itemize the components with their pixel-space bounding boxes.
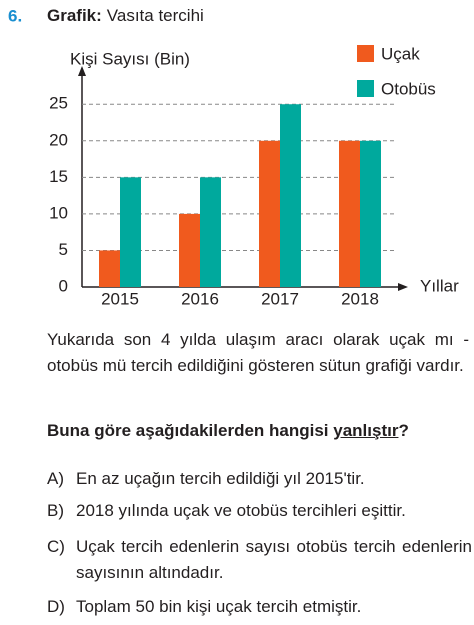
option: A) En az uçağın tercih edildiği yıl 2015'…	[47, 466, 472, 492]
bar	[339, 140, 360, 287]
question-text: Buna göre aşağıdakilerden hangisi	[47, 421, 334, 440]
option-letter: A)	[47, 469, 64, 488]
option: D) Toplam 50 bin kişi uçak tercih etmişti…	[47, 594, 472, 620]
legend-swatch	[357, 45, 374, 62]
title-rest: Vasıta tercihi	[107, 6, 204, 25]
title-bold: Grafik:	[47, 6, 102, 25]
option: C) Uçak tercih edenlerin sayısı otobüs te…	[47, 534, 472, 586]
option-text: 2018 yılında uçak ve otobüs tercihleri e…	[76, 501, 406, 520]
option-text: Toplam 50 bin kişi uçak tercih etmiştir.	[76, 597, 362, 616]
question-end: ?	[398, 421, 409, 440]
legend-label: Otobüs	[381, 79, 436, 98]
y-arrow	[78, 66, 86, 76]
x-tick-label: 2016	[181, 289, 219, 308]
y-tick-label: 10	[49, 203, 68, 222]
x-tick-label: 2018	[341, 289, 379, 308]
x-arrow	[398, 283, 408, 291]
title: Grafik: Vasıta tercihi	[47, 6, 204, 25]
bar	[259, 140, 280, 287]
y-tick-label: 0	[59, 276, 68, 295]
x-tick-label: 2015	[101, 289, 139, 308]
question: Buna göre aşağıdakilerden hangisi yanlış…	[47, 418, 409, 444]
bar	[360, 140, 381, 287]
chart: 6. Grafik: Vasıta tercihi Kişi Sayısı (Bi…	[8, 6, 459, 308]
bar	[120, 177, 141, 287]
bar	[179, 213, 200, 287]
y-tick-label: 5	[59, 240, 68, 259]
bar	[99, 250, 120, 287]
option: B) 2018 yılında uçak ve otobüs tercihleri…	[47, 498, 472, 524]
question-underlined: yanlıştır	[333, 421, 399, 440]
option-letter: C)	[47, 537, 65, 556]
option-text: Uçak tercih edenlerin sayısı otobüs terc…	[76, 537, 472, 582]
y-tick-label: 25	[49, 94, 68, 113]
x-axis-label: Yıllar	[420, 276, 459, 295]
option-letter: D)	[47, 597, 65, 616]
bar	[280, 104, 301, 287]
y-tick-label: 15	[49, 167, 68, 186]
x-tick-label: 2017	[261, 289, 299, 308]
y-tick-label: 20	[49, 130, 68, 149]
legend-swatch	[357, 80, 374, 97]
legend-label: Uçak	[381, 44, 420, 63]
option-text: En az uçağın tercih edildiği yıl 2015'ti…	[76, 469, 365, 488]
option-letter: B)	[47, 501, 64, 520]
y-axis-label: Kişi Sayısı (Bin)	[70, 49, 190, 68]
paragraph: Yukarıda son 4 yılda ulaşım aracı olarak…	[47, 330, 469, 375]
question-number: 6.	[8, 6, 22, 25]
bar	[200, 177, 221, 287]
